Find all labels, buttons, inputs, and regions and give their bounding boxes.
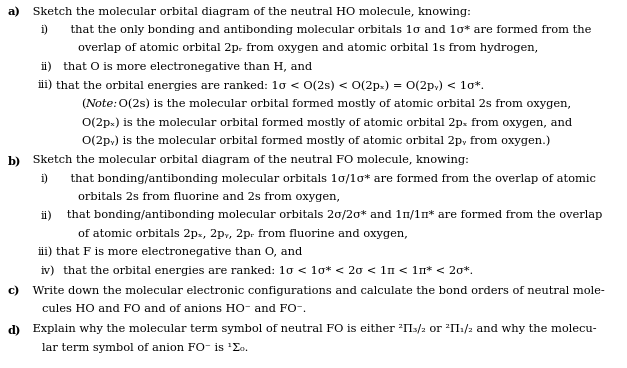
Text: ii): ii) xyxy=(41,62,53,72)
Text: b): b) xyxy=(8,155,21,166)
Text: iii): iii) xyxy=(38,247,53,258)
Text: that the orbital energies are ranked: 1σ < O(2s) < O(2pₓ) = O(2pᵧ) < 1σ*.: that the orbital energies are ranked: 1σ… xyxy=(56,80,485,91)
Text: lar term symbol of anion FO⁻ is ¹Σ₀.: lar term symbol of anion FO⁻ is ¹Σ₀. xyxy=(42,343,248,353)
Text: O(2pₓ) is the molecular orbital formed mostly of atomic orbital 2pₓ from oxygen,: O(2pₓ) is the molecular orbital formed m… xyxy=(82,117,572,128)
Text: that bonding/antibonding molecular orbitals 1σ/1σ* are formed from the overlap o: that bonding/antibonding molecular orbit… xyxy=(56,174,596,184)
Text: ii): ii) xyxy=(41,210,53,221)
Text: (: ( xyxy=(82,99,86,109)
Text: Sketch the molecular orbital diagram of the neutral FO molecule, knowing:: Sketch the molecular orbital diagram of … xyxy=(29,155,470,165)
Text: d): d) xyxy=(8,324,21,335)
Text: Write down the molecular electronic configurations and calculate the bond orders: Write down the molecular electronic conf… xyxy=(29,286,605,296)
Text: that the orbital energies are ranked: 1σ < 1σ* < 2σ < 1π < 1π* < 2σ*.: that the orbital energies are ranked: 1σ… xyxy=(56,266,473,276)
Text: orbitals 2s from fluorine and 2s from oxygen,: orbitals 2s from fluorine and 2s from ox… xyxy=(78,192,340,202)
Text: iv): iv) xyxy=(41,266,55,276)
Text: a): a) xyxy=(8,7,21,18)
Text: c): c) xyxy=(8,286,20,297)
Text: that O is more electronegative than H, and: that O is more electronegative than H, a… xyxy=(56,62,312,72)
Text: overlap of atomic orbital 2pᵣ from oxygen and atomic orbital 1s from hydrogen,: overlap of atomic orbital 2pᵣ from oxyge… xyxy=(78,43,539,53)
Text: Explain why the molecular term symbol of neutral FO is either ²Π₃/₂ or ²Π₁/₂ and: Explain why the molecular term symbol of… xyxy=(29,324,597,334)
Text: i): i) xyxy=(41,174,49,184)
Text: O(2s) is the molecular orbital formed mostly of atomic orbital 2s from oxygen,: O(2s) is the molecular orbital formed mo… xyxy=(115,99,571,109)
Text: of atomic orbitals 2pₓ, 2pᵧ, 2pᵣ from fluorine and oxygen,: of atomic orbitals 2pₓ, 2pᵧ, 2pᵣ from fl… xyxy=(78,229,408,239)
Text: i): i) xyxy=(41,25,49,35)
Text: cules HO and FO and of anions HO⁻ and FO⁻.: cules HO and FO and of anions HO⁻ and FO… xyxy=(42,304,307,314)
Text: that the only bonding and antibonding molecular orbitals 1σ and 1σ* are formed f: that the only bonding and antibonding mo… xyxy=(56,25,592,35)
Text: iii): iii) xyxy=(38,80,53,91)
Text: O(2pᵧ) is the molecular orbital formed mostly of atomic orbital 2pᵧ from oxygen.: O(2pᵧ) is the molecular orbital formed m… xyxy=(82,135,550,146)
Text: that bonding/antibonding molecular orbitals 2σ/2σ* and 1π/1π* are formed from th: that bonding/antibonding molecular orbit… xyxy=(56,210,603,220)
Text: Note:: Note: xyxy=(85,99,117,109)
Text: that F is more electronegative than O, and: that F is more electronegative than O, a… xyxy=(56,247,303,257)
Text: Sketch the molecular orbital diagram of the neutral HO molecule, knowing:: Sketch the molecular orbital diagram of … xyxy=(29,7,472,17)
